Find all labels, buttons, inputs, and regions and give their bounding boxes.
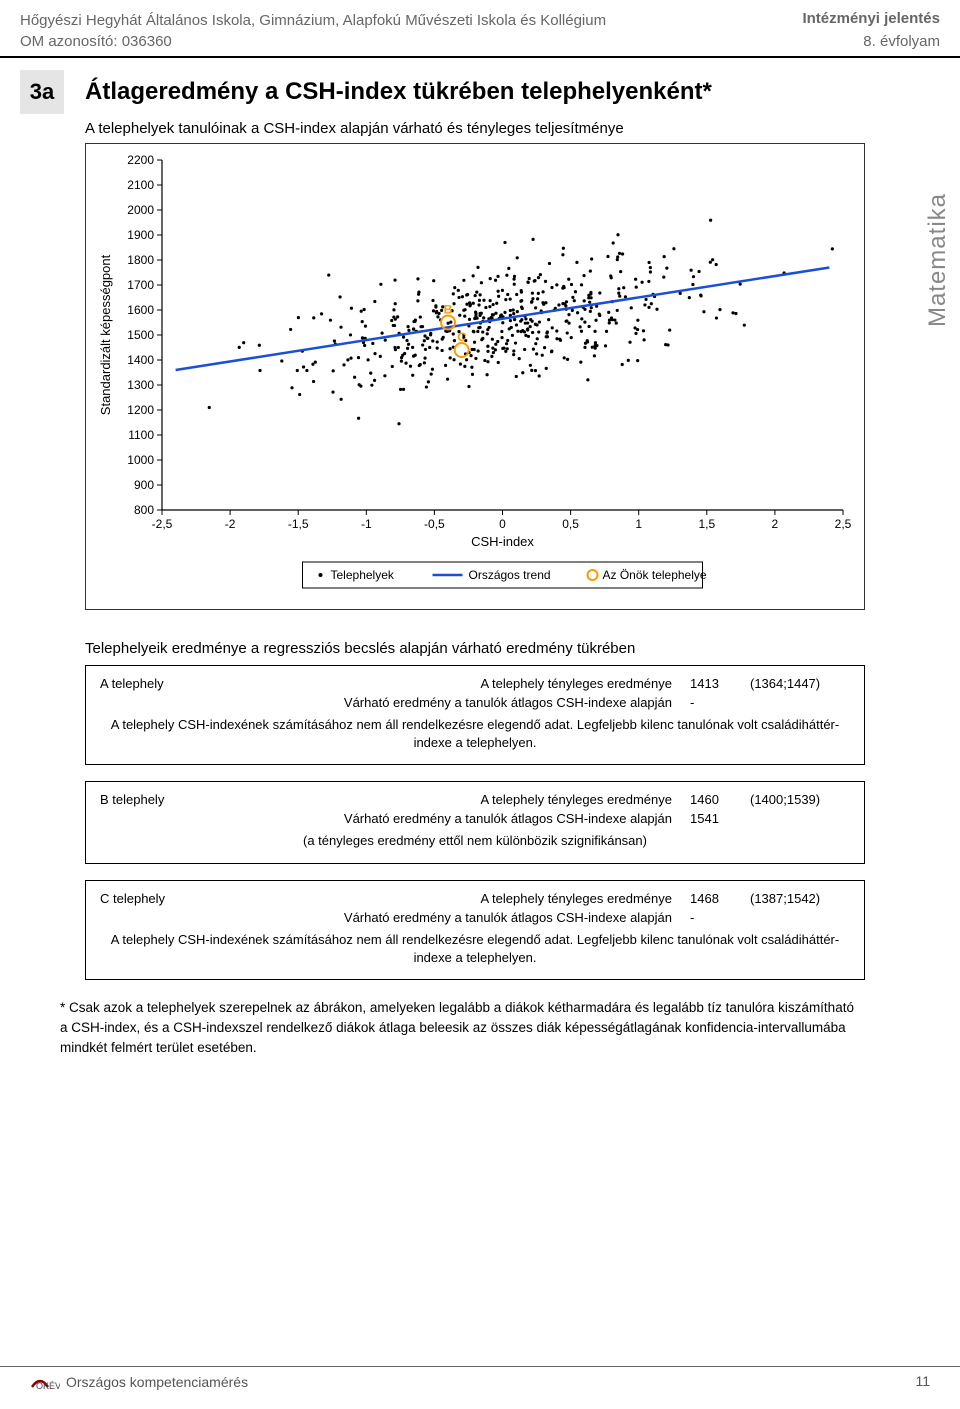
svg-text:Országos trend: Országos trend (469, 568, 551, 582)
page-footer: OKÉV Országos kompetenciamérés 11 (0, 1366, 960, 1391)
logo-icon: OKÉV (30, 1373, 60, 1391)
svg-text:900: 900 (134, 478, 154, 492)
metric-label: A telephely tényleges eredménye (230, 792, 690, 807)
metric-label: Várható eredmény a tanulók átlagos CSH-i… (230, 695, 690, 710)
site-expected-row: Várható eredmény a tanulók átlagos CSH-i… (100, 695, 850, 710)
svg-text:C: C (457, 330, 466, 344)
site-actual-row: A telephelyA telephely tényleges eredmén… (100, 676, 850, 691)
svg-text:1: 1 (635, 517, 642, 531)
no-significance-note: (a tényleges eredmény ettől nem különböz… (100, 832, 850, 850)
metric-label: A telephely tényleges eredménye (230, 891, 690, 906)
svg-text:Telephelyek: Telephelyek (331, 568, 395, 582)
actual-value: 1460 (690, 792, 750, 807)
svg-text:1300: 1300 (127, 378, 154, 392)
svg-text:0,5: 0,5 (562, 517, 579, 531)
svg-text:2,5: 2,5 (835, 517, 852, 531)
svg-text:2: 2 (772, 517, 779, 531)
metric-label: Várható eredmény a tanulók átlagos CSH-i… (230, 910, 690, 925)
section-subtitle: A telephelyek tanulóinak a CSH-index ala… (85, 120, 910, 137)
svg-text:B: B (444, 303, 453, 317)
report-type: Intézményi jelentés (802, 8, 940, 29)
svg-text:1900: 1900 (127, 228, 154, 242)
site-expected-row: Várható eredmény a tanulók átlagos CSH-i… (100, 811, 850, 826)
no-data-note: A telephely CSH-indexének számításához n… (100, 716, 850, 752)
scatter-chart-container: 800 900 1000 1100 1200 1300 1400 1500 1600 1700 18… (85, 143, 865, 610)
header-left: Hőgyészi Hegyhát Általános Iskola, Gimná… (20, 10, 606, 52)
site-name: C telephely (100, 891, 230, 906)
header-right: Intézményi jelentés 8. évfolyam (802, 8, 940, 52)
svg-text:CSH-index: CSH-index (471, 534, 534, 549)
svg-text:-2: -2 (225, 517, 236, 531)
actual-value: 1413 (690, 676, 750, 691)
regression-title: Telephelyeik eredménye a regressziós bec… (85, 640, 910, 657)
section-title: Átlageredmény a CSH-index tükrében telep… (85, 70, 910, 120)
footnote-text: * Csak azok a telephelyek szerepelnek az… (60, 998, 860, 1059)
page-header: Hőgyészi Hegyhát Általános Iskola, Gimná… (0, 0, 960, 58)
svg-text:1100: 1100 (128, 428, 154, 442)
grade-label: 8. évfolyam (802, 31, 940, 52)
confidence-interval: (1400;1539) (750, 792, 850, 807)
svg-text:2200: 2200 (127, 153, 154, 167)
om-id: OM azonosító: 036360 (20, 31, 606, 52)
confidence-interval: (1387;1542) (750, 891, 850, 906)
svg-text:1200: 1200 (127, 403, 154, 417)
site-block: A telephelyA telephely tényleges eredmén… (85, 665, 865, 765)
svg-text:1400: 1400 (127, 353, 154, 367)
svg-text:1600: 1600 (127, 303, 154, 317)
svg-text:2100: 2100 (127, 178, 154, 192)
actual-value: 1468 (690, 891, 750, 906)
site-actual-row: B telephelyA telephely tényleges eredmén… (100, 792, 850, 807)
no-data-note: A telephely CSH-indexének számításához n… (100, 931, 850, 967)
svg-text:0: 0 (499, 517, 506, 531)
expected-value: 1541 (690, 811, 750, 826)
svg-text:1800: 1800 (127, 253, 154, 267)
site-actual-row: C telephelyA telephely tényleges eredmén… (100, 891, 850, 906)
scatter-chart: 800 900 1000 1100 1200 1300 1400 1500 1600 1700 18… (92, 150, 858, 600)
section-number-badge: 3a (20, 70, 64, 114)
site-block: C telephelyA telephely tényleges eredmén… (85, 880, 865, 980)
school-name: Hőgyészi Hegyhát Általános Iskola, Gimná… (20, 10, 606, 31)
svg-text:-2,5: -2,5 (152, 517, 173, 531)
site-block: B telephelyA telephely tényleges eredmén… (85, 781, 865, 863)
site-name: B telephely (100, 792, 230, 807)
footer-left: OKÉV Országos kompetenciamérés (30, 1373, 248, 1391)
svg-text:1700: 1700 (127, 278, 154, 292)
expected-value: - (690, 695, 750, 710)
svg-text:2000: 2000 (127, 203, 154, 217)
svg-text:-0,5: -0,5 (424, 517, 445, 531)
subject-side-tab: Matematika (924, 193, 952, 327)
site-expected-row: Várható eredmény a tanulók átlagos CSH-i… (100, 910, 850, 925)
footer-left-text: Országos kompetenciamérés (66, 1374, 248, 1390)
page-number: 11 (915, 1373, 930, 1391)
svg-text:1000: 1000 (127, 453, 154, 467)
svg-text:1500: 1500 (127, 328, 154, 342)
confidence-interval: (1364;1447) (750, 676, 850, 691)
svg-text:1,5: 1,5 (698, 517, 715, 531)
svg-text:-1: -1 (361, 517, 372, 531)
svg-text:Az Önök telephelye: Az Önök telephelye (603, 568, 707, 582)
svg-text:800: 800 (134, 503, 154, 517)
svg-text:Standardizált képességpont: Standardizált képességpont (98, 254, 113, 415)
metric-label: A telephely tényleges eredménye (230, 676, 690, 691)
metric-label: Várható eredmény a tanulók átlagos CSH-i… (230, 811, 690, 826)
expected-value: - (690, 910, 750, 925)
svg-text:OKÉV: OKÉV (36, 1381, 60, 1391)
svg-text:-1,5: -1,5 (288, 517, 309, 531)
site-name: A telephely (100, 676, 230, 691)
